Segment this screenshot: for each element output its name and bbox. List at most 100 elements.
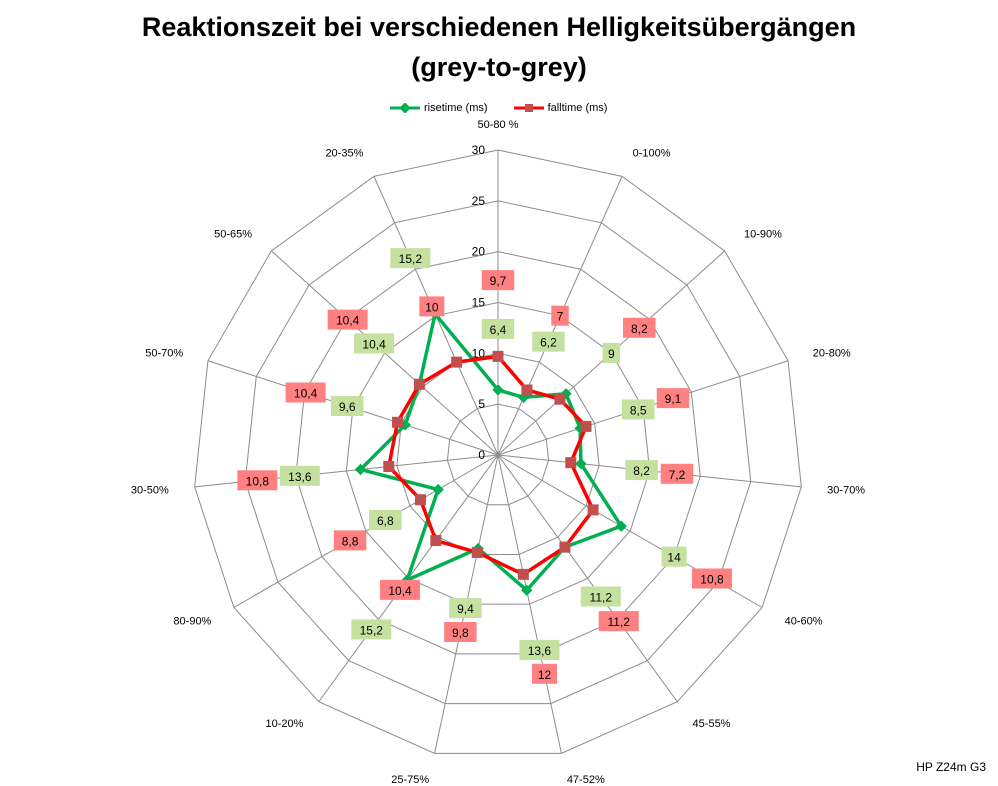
risetime-point	[492, 384, 504, 396]
tick-label: 15	[472, 296, 486, 310]
category-label: 10-90%	[744, 229, 782, 241]
data-label-falltime: 12	[538, 668, 552, 682]
data-label-risetime: 10,4	[362, 337, 386, 351]
grid-spoke	[497, 454, 562, 754]
grid-ring	[244, 200, 752, 705]
data-label-bg	[532, 331, 565, 352]
series-line-falltime	[387, 354, 595, 577]
falltime-point	[559, 541, 571, 553]
falltime-point	[451, 356, 463, 368]
legend: risetime (ms) falltime (ms)	[390, 102, 607, 114]
data-label-risetime: 9	[608, 347, 615, 361]
data-label-falltime: 11,2	[607, 615, 630, 629]
falltime-legend-marker-icon	[513, 104, 544, 112]
data-label-bg	[625, 460, 658, 481]
data-label-risetime: 9,4	[457, 602, 474, 616]
legend-label-falltime: falltime (ms)	[547, 102, 608, 114]
falltime-point	[391, 416, 403, 428]
data-label-falltime: 10,4	[294, 386, 318, 400]
data-label-risetime: 8,5	[630, 403, 647, 417]
data-label-risetime: 9,6	[339, 400, 356, 414]
risetime-point	[432, 483, 444, 496]
falltime-point	[415, 494, 427, 506]
data-label-bg	[333, 530, 367, 551]
falltime-point	[413, 378, 425, 390]
category-label: 25-75%	[391, 774, 429, 786]
chart-subtitle: (grey-to-grey)	[411, 52, 587, 82]
legend-label-risetime: risetime (ms)	[424, 102, 488, 114]
data-label-risetime: 15,2	[360, 623, 384, 637]
data-label-bg	[621, 399, 655, 420]
data-label-falltime: 7,2	[669, 468, 686, 482]
risetime-point	[615, 520, 627, 532]
data-label-bg	[354, 333, 395, 354]
data-label-bg	[602, 342, 621, 363]
category-label: 50-70%	[145, 348, 183, 360]
tick-label: 10	[472, 346, 486, 360]
grid-spoke	[497, 454, 678, 703]
risetime-point	[354, 463, 367, 476]
data-label-falltime: 10,4	[388, 584, 412, 598]
data-label-bg	[519, 639, 560, 660]
data-label-bg	[351, 619, 392, 640]
data-label-falltime: 7	[557, 310, 564, 324]
legend-item-risetime: risetime (ms)	[390, 102, 488, 114]
tick-label: 20	[472, 245, 486, 259]
grid-ring	[345, 301, 651, 605]
risetime-legend-marker-icon	[390, 103, 420, 113]
data-label-bg	[598, 611, 639, 632]
tick-label: 25	[472, 194, 486, 208]
data-label-bg	[449, 598, 482, 619]
category-label: 20-80%	[813, 348, 851, 360]
data-label-falltime: 9,1	[665, 392, 682, 406]
data-label-bg	[285, 382, 326, 403]
legend-item-falltime: falltime (ms)	[513, 102, 608, 114]
data-label-risetime: 14	[667, 551, 681, 565]
data-label-bg	[580, 586, 621, 607]
data-label-bg	[390, 248, 431, 269]
data-label-falltime: 10	[425, 300, 439, 314]
falltime-point	[430, 535, 442, 547]
falltime-point	[517, 568, 529, 580]
category-label: 40-60%	[785, 616, 823, 628]
data-label-bg	[532, 663, 558, 684]
falltime-point	[587, 504, 599, 516]
data-label-bg	[481, 318, 515, 339]
data-label-risetime: 13,6	[288, 470, 312, 484]
data-label-bg	[691, 568, 732, 589]
category-label: 45-55%	[693, 718, 731, 730]
data-label-risetime: 13,6	[528, 644, 552, 658]
falltime-point	[383, 460, 395, 472]
data-label-falltime: 8,8	[342, 534, 359, 548]
data-label-bg	[237, 470, 278, 491]
category-label: 20-35%	[325, 148, 363, 160]
data-label-bg	[419, 296, 445, 317]
grid-ring	[295, 251, 701, 655]
data-label-risetime: 6,8	[377, 514, 394, 528]
data-label-falltime: 9,7	[490, 274, 507, 288]
category-label: 30-70%	[827, 485, 865, 497]
falltime-point	[521, 384, 533, 396]
falltime-point	[471, 546, 483, 558]
data-label-risetime: 6,4	[490, 323, 507, 337]
data-label-bg	[660, 463, 694, 484]
category-label: 50-80 %	[478, 119, 519, 131]
category-label: 50-65%	[214, 229, 252, 241]
data-label-bg	[444, 622, 477, 643]
category-label: 30-50%	[131, 485, 169, 497]
data-label-bg	[481, 270, 515, 291]
grid-ring	[446, 403, 550, 506]
falltime-point	[492, 350, 504, 362]
falltime-point	[580, 420, 592, 432]
chart-title: Reaktionszeit bei verschiedenen Helligke…	[141, 12, 857, 42]
falltime-point	[565, 457, 577, 469]
data-label-risetime: 15,2	[399, 252, 423, 266]
data-label-falltime: 8,2	[631, 322, 648, 336]
data-label-bg	[661, 546, 687, 567]
data-label-falltime: 10,8	[246, 474, 270, 488]
category-label: 47-52%	[567, 774, 605, 786]
data-label-bg	[369, 510, 402, 531]
data-label-bg	[330, 395, 364, 416]
data-label-risetime: 6,2	[540, 336, 557, 350]
